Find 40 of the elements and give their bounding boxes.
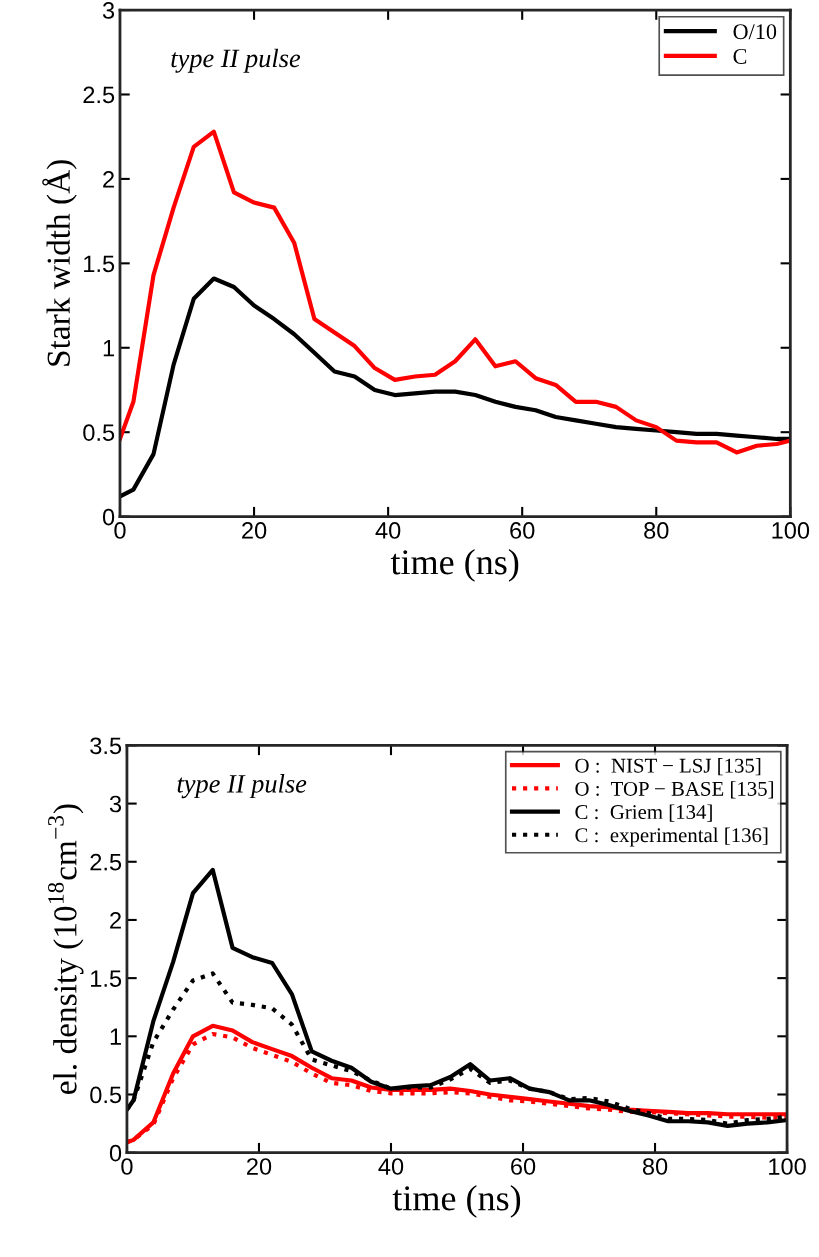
x-tick-label: 60 [511,1158,536,1175]
legend-label: O : TOP − BASE [135] [575,781,774,799]
y-tick-label: 1 [110,1028,121,1045]
y-tick-label: 3 [102,2,115,19]
y-tick-label: 0 [102,508,115,526]
line-series [119,276,791,499]
y-tick-label: 2.5 [90,853,122,871]
y-axis-title: el. density (10$^{18}$cm$^{−3}$) [48,804,84,1094]
x-tick-label: 20 [247,1158,272,1175]
x-axis-title: time (ns) [390,549,519,582]
legend-label: C : experimental [136] [575,827,768,847]
y-tick-label: 0 [109,1144,122,1162]
y-tick-label: 2 [103,170,114,188]
x-tick-label: 100 [772,522,810,539]
y-tick-label: 1.5 [91,970,122,987]
legend-label: C [733,48,747,64]
y-tick-label: 2.5 [83,86,115,104]
y-tick-label: 1 [103,340,114,357]
x-tick-label: 40 [375,522,401,539]
legend-label: O/10 [733,24,777,40]
x-tick-label: 100 [769,1158,806,1175]
annotation: type II pulse [177,774,307,799]
y-tick-label: 3.5 [90,737,122,755]
annotation: type II pulse [171,48,301,73]
legend-label: C : Griem [134] [575,804,712,822]
x-tick-label: 80 [644,522,669,539]
y-tick-label: 0.5 [90,1086,122,1104]
x-tick-label: 0 [121,1158,133,1175]
y-tick-label: 1.5 [84,255,115,273]
y-tick-label: 2 [110,912,121,929]
x-tick-label: 20 [242,522,267,539]
y-tick-label: 0.5 [83,424,115,441]
x-axis-title: time (ns) [392,1185,521,1218]
x-tick-label: 40 [378,1158,404,1175]
y-tick-label: 3 [109,795,122,813]
line-series [119,129,791,455]
y-axis-title: Stark width (Å) [42,160,77,366]
legend-label: O : NIST − LSJ [135] [575,758,761,776]
x-tick-label: 80 [642,1158,668,1175]
x-tick-label: 60 [510,522,535,539]
